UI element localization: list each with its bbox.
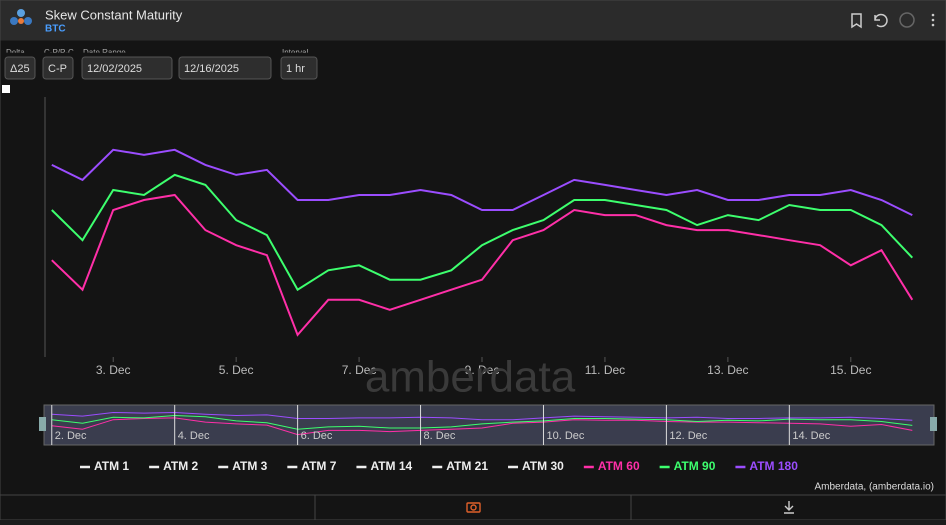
series-line: [51, 173, 914, 292]
series-line: [51, 148, 913, 216]
control-label: Delta: [6, 48, 25, 57]
legend-label[interactable]: ATM 1: [94, 459, 129, 473]
navigator-tick-label: 10. Dec: [546, 430, 584, 442]
control-input[interactable]: [42, 56, 74, 80]
control-value: Δ25: [10, 63, 30, 75]
legend-label[interactable]: ATM 14: [370, 459, 412, 473]
logo: [10, 9, 32, 25]
x-tick-label: 7. Dec: [342, 363, 377, 377]
control-input[interactable]: [81, 56, 173, 80]
control-value: 12/02/2025: [87, 63, 142, 75]
legend-label[interactable]: ATM 90: [674, 459, 716, 473]
x-tick-label: 13. Dec: [707, 363, 748, 377]
legend-label[interactable]: ATM 3: [232, 459, 267, 473]
control-value: C-P: [48, 63, 67, 75]
navigator-tick-label: 2. Dec: [55, 430, 87, 442]
x-tick-label: 5. Dec: [219, 363, 254, 377]
legend-label[interactable]: ATM 30: [522, 459, 564, 473]
title: Skew Constant Maturity: [45, 7, 183, 22]
control-label: Interval: [282, 48, 308, 57]
legend-label[interactable]: ATM 2: [163, 459, 198, 473]
control-value: 1 hr: [286, 63, 305, 75]
control-value: 12/16/2025: [184, 63, 239, 75]
legend-label[interactable]: ATM 180: [749, 459, 798, 473]
navigator-tick-label: 8. Dec: [424, 430, 456, 442]
x-tick-label: 9. Dec: [465, 363, 500, 377]
legend-label[interactable]: ATM 60: [598, 459, 640, 473]
credit: Amberdata, (amberdata.io): [814, 482, 934, 493]
camera-button[interactable]: [466, 502, 481, 513]
watermark: amberdata: [365, 353, 576, 402]
series-line: [51, 417, 913, 436]
x-tick-label: 15. Dec: [830, 363, 871, 377]
control-input[interactable]: [4, 56, 36, 80]
series-line: [51, 411, 913, 421]
menu-button[interactable]: [931, 13, 935, 27]
series-line: [51, 193, 914, 337]
info-button[interactable]: [899, 12, 915, 28]
navigator-tick-label: 14. Dec: [792, 430, 830, 442]
navigator-handle[interactable]: [39, 417, 46, 431]
control-label: C-P/P-C: [44, 48, 74, 57]
series-line: [51, 414, 913, 430]
control-input[interactable]: [280, 56, 318, 80]
x-tick-label: 11. Dec: [585, 363, 625, 377]
navigator-tick-label: 12. Dec: [669, 430, 707, 442]
navigator[interactable]: [43, 404, 935, 446]
navigator-tick-label: 4. Dec: [178, 430, 210, 442]
bookmark-button[interactable]: [851, 13, 862, 29]
navigator-tick-label: 6. Dec: [301, 430, 333, 442]
refresh-button[interactable]: [874, 13, 888, 28]
legend-label[interactable]: ATM 7: [301, 459, 336, 473]
legend-label[interactable]: ATM 21: [446, 459, 488, 473]
control-label: Date Range: [83, 48, 126, 57]
x-tick-label: 3. Dec: [96, 363, 131, 377]
subtitle: BTC: [45, 24, 66, 35]
header-bar: [0, 0, 946, 41]
download-button[interactable]: [784, 501, 794, 514]
navigator-handle[interactable]: [930, 417, 937, 431]
toggle[interactable]: [2, 85, 10, 93]
control-input[interactable]: [178, 56, 272, 80]
